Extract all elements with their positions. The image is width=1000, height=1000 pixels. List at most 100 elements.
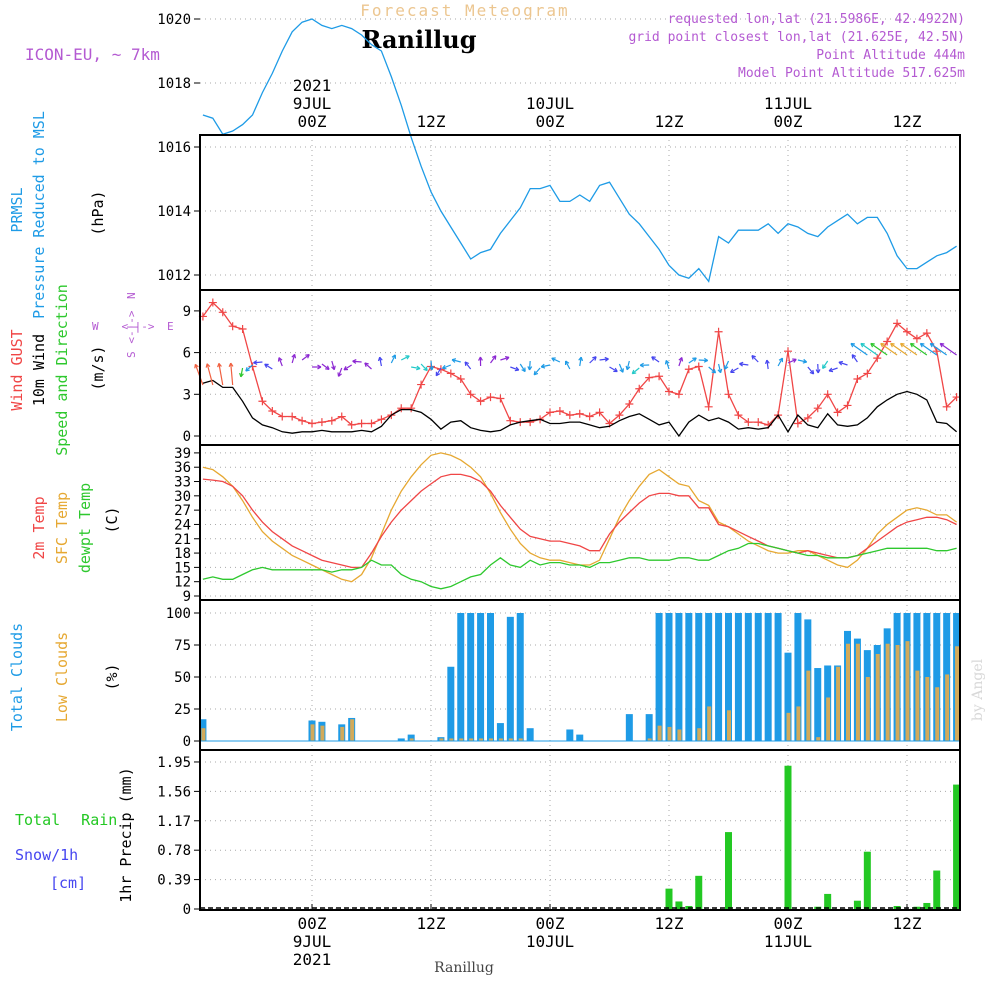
- compass-north: N: [125, 292, 138, 299]
- wind-direction-arrow: [678, 357, 683, 367]
- precip-label-cm: [cm]: [50, 874, 86, 892]
- wind-direction-arrowhead: [739, 361, 744, 367]
- bottom-time-label: 2021: [293, 950, 332, 969]
- gust-marker: [298, 416, 307, 425]
- precip-ytick-label: 1.95: [157, 755, 191, 771]
- low-cloud-bar: [905, 641, 910, 741]
- rain-bar: [824, 893, 832, 909]
- wind-direction-arrow: [599, 358, 609, 361]
- gust-marker: [585, 412, 594, 421]
- total-cloud-bar: [774, 613, 782, 741]
- wind-direction-arrowhead: [423, 366, 428, 372]
- gust-marker: [942, 402, 951, 411]
- low-cloud-bar: [727, 710, 731, 741]
- low-cloud-bar: [826, 697, 831, 741]
- compass-rose: N <-|-> S W <-|-> E: [92, 292, 174, 358]
- gust-marker: [288, 412, 297, 421]
- top-time-label: 10JUL: [526, 94, 574, 113]
- wind-direction-arrowhead: [711, 368, 717, 374]
- wind-direction-arrow: [490, 355, 497, 364]
- wind-direction-arrowhead: [352, 359, 357, 364]
- total-cloud-bar: [576, 734, 584, 741]
- wind-direction-arrow: [541, 364, 551, 368]
- wind-direction-arrowhead: [730, 368, 735, 373]
- wind-unit: (m/s): [89, 345, 107, 390]
- wind-direction-arrow: [510, 366, 519, 371]
- bottom-time-label: 00Z: [536, 914, 565, 933]
- temp-2m-line: [202, 473, 957, 569]
- wind-direction-arrowhead: [245, 367, 250, 372]
- wind-direction-arrow: [533, 367, 541, 376]
- low-cloud-bar: [875, 653, 880, 741]
- wind-direction-arrow: [430, 360, 433, 371]
- wind-direction-arrowhead: [828, 367, 834, 373]
- wind-direction-arrow: [253, 361, 263, 364]
- total-cloud-bar: [794, 613, 802, 741]
- wind-direction-arrow: [400, 355, 410, 361]
- wind-direction-arrow: [870, 343, 888, 356]
- pressure-label-prmsl: PRMSL: [8, 187, 26, 232]
- gust-marker: [347, 420, 356, 429]
- total-cloud-bar: [665, 613, 673, 741]
- low-cloud-bar: [915, 670, 920, 741]
- wind-direction-arrow: [618, 363, 624, 373]
- low-cloud-bar: [489, 738, 493, 741]
- pressure-ytick-label: 1014: [157, 204, 191, 220]
- gust-marker: [684, 365, 693, 374]
- wind-direction-arrowhead: [527, 366, 533, 371]
- wind-direction-arrowhead: [778, 357, 784, 363]
- wind-direction-arrow: [920, 343, 938, 356]
- wind-direction-arrow: [851, 354, 858, 363]
- clouds-ytick-label: 25: [174, 702, 191, 718]
- precip-frame: [199, 749, 961, 911]
- wind-direction-arrow: [730, 367, 739, 373]
- wind-direction-arrowhead: [870, 342, 875, 348]
- gust-marker: [456, 375, 465, 384]
- wind-direction-arrowhead: [678, 357, 684, 362]
- wind-direction-arrowhead: [451, 358, 457, 363]
- low-cloud-bar: [865, 677, 870, 741]
- wind-direction-arrow: [435, 367, 442, 377]
- compass-arrows-horizontal: <-|->: [121, 320, 154, 333]
- low-cloud-bar: [806, 670, 811, 741]
- bottom-time-label: 9JUL: [293, 932, 332, 951]
- wind-direction-arrowhead: [291, 353, 297, 359]
- low-cloud-bar: [677, 729, 682, 741]
- wind-direction-arrowhead: [664, 360, 670, 365]
- pressure-ytick-label: 1020: [157, 12, 191, 28]
- gust-marker: [417, 380, 426, 389]
- total-cloud-bar: [496, 723, 504, 741]
- wind-direction-arrowhead: [514, 366, 520, 372]
- top-time-label: 00Z: [298, 112, 327, 131]
- pressure-ytick-label: 1016: [157, 140, 191, 156]
- wind-direction-arrowhead: [792, 358, 797, 363]
- wind-direction-arrowhead: [317, 364, 322, 370]
- clouds-labels: Total Clouds Low Clouds (%): [8, 623, 121, 731]
- wind-direction-arrowhead: [851, 354, 857, 359]
- gust-marker: [655, 372, 664, 381]
- precip-ytick-label: 0: [183, 902, 191, 918]
- wind-direction-arrowhead: [540, 363, 546, 369]
- wind-direction-arrowhead: [343, 365, 349, 371]
- wind-direction-arrowhead: [277, 357, 283, 362]
- low-cloud-bar: [439, 738, 444, 741]
- low-cloud-bar: [657, 725, 662, 741]
- total-cloud-bar: [467, 613, 475, 741]
- low-cloud-bar: [340, 726, 345, 741]
- wind-speed-line: [202, 379, 958, 438]
- wind-direction-arrow: [739, 363, 749, 366]
- gust-marker: [555, 406, 564, 415]
- wind-direction-arrowhead: [337, 372, 342, 377]
- wind-direction-arrowhead: [815, 369, 821, 374]
- gust-marker: [248, 362, 257, 371]
- wind-direction-arrow: [822, 360, 829, 369]
- wind-direction-arrowhead: [613, 367, 618, 373]
- bottom-time-label: 12Z: [893, 914, 922, 933]
- wind-direction-arrow: [717, 363, 722, 373]
- wind-direction-arrowhead: [478, 356, 483, 361]
- wind-direction-arrowhead: [592, 356, 597, 361]
- bottom-time-label: 12Z: [655, 914, 684, 933]
- clouds-label-low: Low Clouds: [53, 632, 71, 722]
- wind-ytick-label: 9: [183, 304, 191, 320]
- top-time-label: 12Z: [417, 112, 446, 131]
